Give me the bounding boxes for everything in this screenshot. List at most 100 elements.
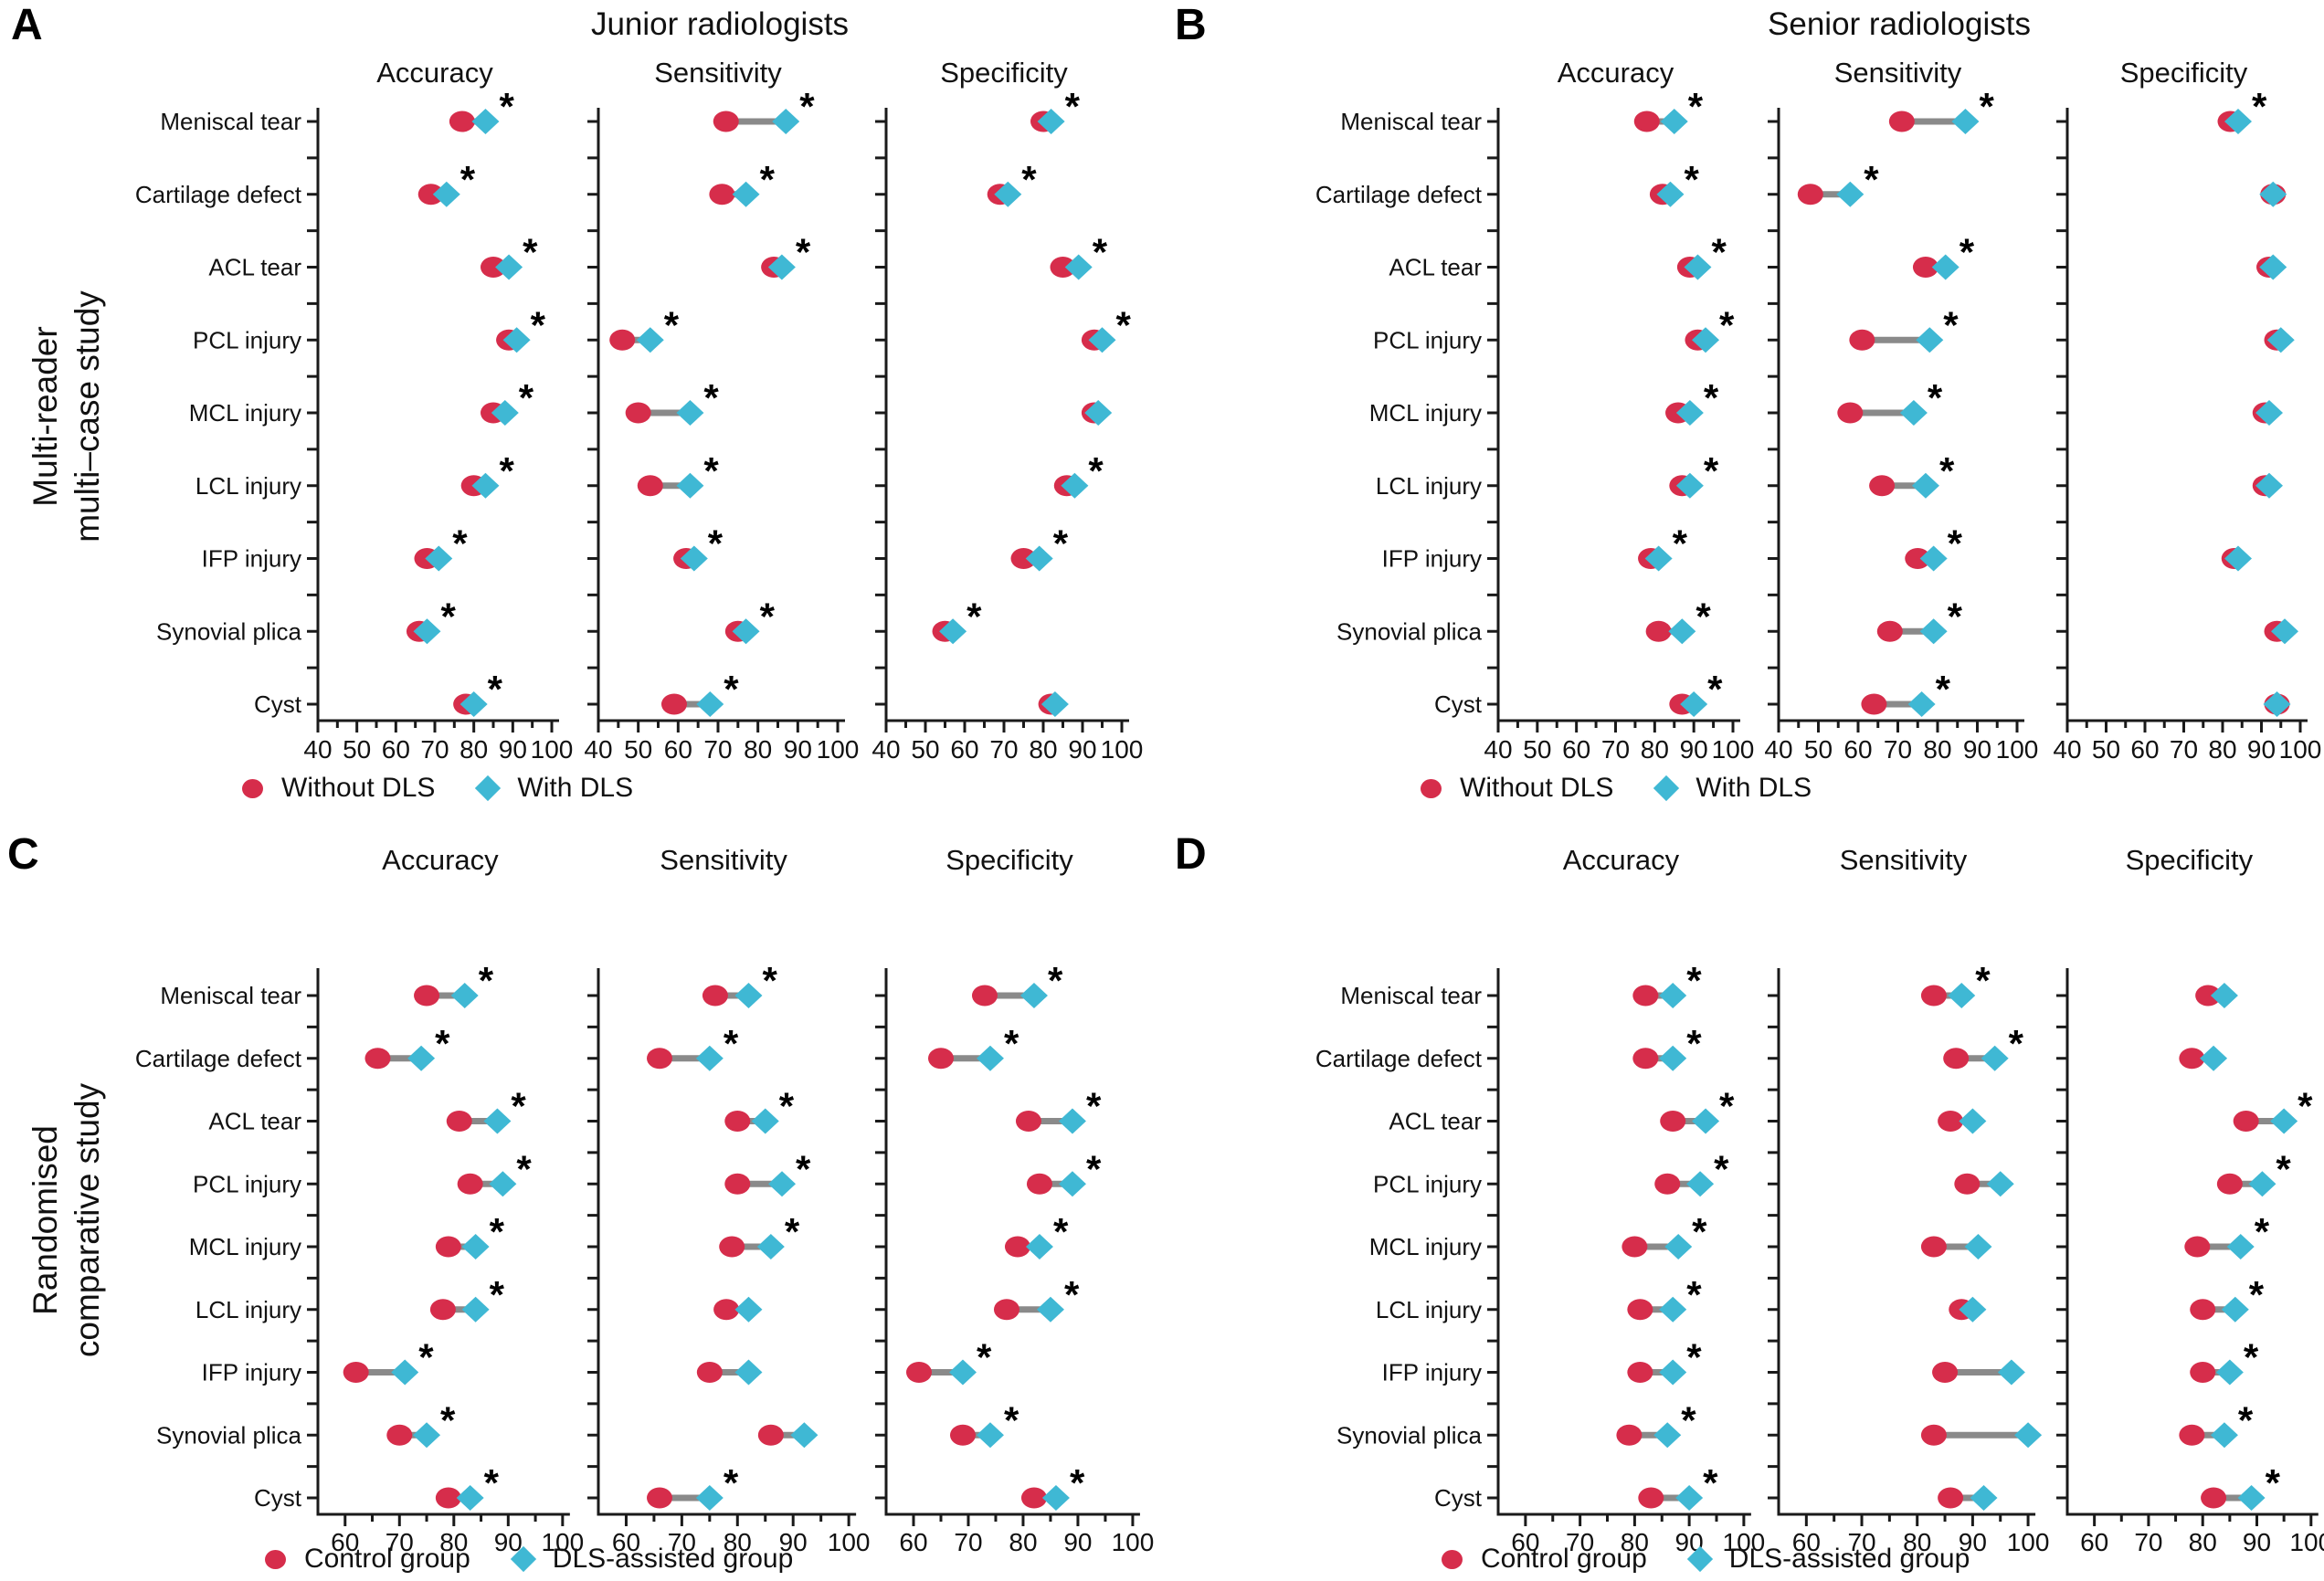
cyan-diamond-marker [2263, 691, 2291, 717]
subplot-title: Specificity [2126, 844, 2254, 876]
dumbbell-lcl-injury: * [429, 1273, 505, 1323]
cyan-diamond-marker [1986, 1171, 2014, 1197]
category-label: Cartilage defect [135, 1045, 302, 1072]
cyan-diamond-marker [413, 618, 441, 645]
red-circle-marker [429, 1299, 456, 1321]
x-tick-label: 60 [1792, 1528, 1821, 1556]
dumbbell-cyst: * [1020, 1461, 1085, 1511]
x-tick-label: 50 [911, 735, 939, 764]
cyan-diamond-marker [1084, 400, 1113, 426]
dumbbell-acl-tear: * [1676, 231, 1727, 280]
legend-panel-a: Without DLS With DLS [242, 773, 633, 804]
significance-star: * [779, 1085, 795, 1128]
x-tick-label: 90 [1680, 735, 1708, 764]
legend-label-without-dls: Without DLS [281, 773, 436, 803]
red-circle-marker [971, 985, 998, 1007]
cyan-diamond-marker [1997, 1359, 2025, 1386]
significance-star: * [490, 1210, 505, 1253]
x-tick-label: 90 [1063, 1528, 1092, 1556]
significance-star: * [2255, 1210, 2270, 1253]
cyan-diamond-marker [1058, 1171, 1086, 1197]
cyan-diamond-marker [1025, 545, 1053, 572]
dumbbell-synovial-plica: * [932, 595, 982, 645]
x-tick-label: 80 [2189, 1528, 2217, 1556]
dumbbell-ifp-injury: * [905, 1336, 992, 1386]
x-tick-label: 80 [439, 1528, 468, 1556]
subplot-a-sensitivity: Sensitivity 40 50 60 70 80 90 100 * * * * * * * * * [584, 57, 859, 764]
cyan-diamond-marker [1907, 691, 1936, 717]
category-label: ACL tear [208, 1108, 301, 1135]
x-tick-label: 100 [817, 735, 860, 764]
red-circle-marker [713, 1299, 740, 1321]
significance-star: * [2249, 1273, 2265, 1316]
panel-letter-d: D [1175, 830, 1207, 879]
dumbbell-cartilage-defect: * [417, 158, 476, 207]
dumbbell-synovial-plica: * [724, 595, 776, 645]
cyan-diamond-marker [471, 109, 500, 134]
cyan-diamond-marker [1964, 1234, 1992, 1260]
x-tick-label: 70 [954, 1528, 982, 1556]
x-tick-label: 60 [899, 1528, 927, 1556]
dumbbell-cyst: * [435, 1461, 500, 1511]
x-tick-label: 70 [1601, 735, 1630, 764]
significance-star: * [1686, 1273, 1702, 1316]
dumbbell-synovial-plica: * [1645, 595, 1711, 645]
red-circle-marker [1797, 184, 1823, 206]
red-circle-marker [364, 1048, 391, 1070]
x-tick-label: 40 [584, 735, 612, 764]
dumbbell-pcl-injury: * [496, 303, 546, 353]
significance-star: * [2244, 1336, 2259, 1379]
cyan-diamond-marker [1659, 1296, 1687, 1323]
dumbbell-meniscal-tear: * [1920, 959, 1991, 1008]
legend-diamond-icon [1653, 775, 1680, 802]
dumbbell-pcl-injury: * [1081, 303, 1132, 353]
x-tick-label: 60 [1843, 735, 1872, 764]
x-tick-label: 80 [1903, 1528, 1931, 1556]
red-circle-marker [1943, 1048, 1970, 1070]
red-circle-marker [1920, 1236, 1947, 1258]
x-tick-label: 60 [382, 735, 410, 764]
cyan-diamond-marker [2014, 1422, 2043, 1449]
cyan-diamond-marker [1675, 400, 1704, 426]
category-label: MCL injury [189, 399, 301, 427]
x-tick-label: 100 [1101, 735, 1144, 764]
significance-star: * [1684, 158, 1699, 201]
dumbbell-cyst: * [453, 668, 503, 717]
cyan-diamond-marker [2259, 254, 2287, 280]
dumbbell-lcl-injury: * [1669, 449, 1719, 499]
dumbbell-synovial-plica: * [386, 1398, 456, 1449]
category-label: Cyst [254, 690, 302, 718]
cyan-diamond-marker [1660, 109, 1688, 134]
legend-label-dls-assisted-group: DLS-assisted group [552, 1544, 794, 1574]
cyan-diamond-marker [939, 618, 967, 645]
x-tick-label: 100 [1996, 735, 2039, 764]
subplot-title: Accuracy [1563, 844, 1680, 876]
x-tick-label: 80 [744, 735, 772, 764]
category-label: Cartilage defect [1315, 181, 1483, 208]
x-tick-label: 90 [499, 735, 527, 764]
subplot-b-specificity: Specificity 40 50 60 70 80 90 100 * [2053, 57, 2321, 764]
panel-c: Accuracy 60 70 80 90 100 Meniscal tear Cartilag… [135, 844, 1154, 1556]
dumbbell-mcl-injury: * [2184, 1210, 2270, 1260]
cyan-diamond-marker [413, 1422, 441, 1449]
significance-star: * [1936, 668, 1951, 711]
dumbbell-lcl-injury: * [460, 449, 514, 499]
cyan-diamond-marker [2224, 545, 2252, 572]
cyan-diamond-marker [495, 254, 523, 280]
group-title-senior: Senior radiologists [1768, 6, 2031, 42]
significance-star: * [1707, 668, 1723, 711]
dumbbell-pcl-injury: * [724, 1147, 811, 1197]
cyan-diamond-marker [732, 181, 760, 207]
dumbbell-lcl-injury: * [2190, 1273, 2265, 1323]
category-label: Cartilage defect [135, 181, 302, 208]
cyan-diamond-marker [1659, 983, 1687, 1008]
x-tick-label: 60 [612, 1528, 640, 1556]
significance-star: * [1948, 522, 1963, 565]
significance-star: * [418, 1336, 434, 1379]
dumbbell-lcl-injury: * [993, 1273, 1080, 1323]
dumbbell-acl-tear [2256, 254, 2287, 280]
cyan-diamond-marker [407, 1045, 436, 1071]
dumbbell-acl-tear: * [446, 1085, 526, 1134]
red-circle-marker [1954, 1173, 1981, 1195]
dumbbell-lcl-injury: * [1869, 449, 1955, 499]
